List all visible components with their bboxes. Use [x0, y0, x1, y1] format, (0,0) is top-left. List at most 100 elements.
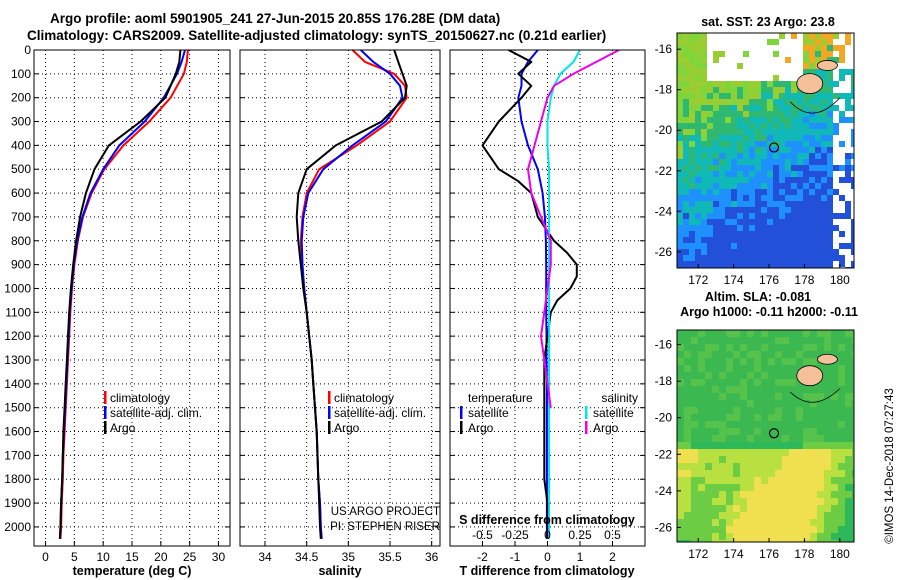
map-cell [782, 407, 789, 414]
map-cell [845, 386, 852, 393]
map-cell [845, 153, 851, 159]
map-cell [839, 45, 845, 51]
map-cell [754, 365, 761, 372]
map-cell [845, 435, 852, 442]
map-cell [782, 428, 789, 435]
map-cell [768, 477, 775, 484]
map-cell [810, 428, 817, 435]
map-cell [705, 512, 712, 519]
map-cell [803, 261, 809, 267]
map-cell [815, 243, 821, 249]
map-cell [852, 519, 854, 526]
map-cell [779, 243, 785, 249]
map-cell [791, 159, 797, 165]
map-cell [713, 51, 719, 57]
map-cell [761, 99, 767, 105]
map-cell [743, 81, 749, 87]
map-cell [713, 243, 719, 249]
map-cell [701, 105, 707, 111]
map-cell [701, 75, 707, 81]
map-cell [796, 365, 803, 372]
map-cell [767, 213, 773, 219]
map-cell [779, 123, 785, 129]
map-cell [789, 512, 796, 519]
map-x-tick-label: 180 [830, 273, 850, 287]
map-cell [726, 505, 733, 512]
map-cell [733, 505, 740, 512]
map-cell [827, 249, 833, 255]
map-cell [803, 421, 810, 428]
map-cell [701, 111, 707, 117]
map-cell [701, 225, 707, 231]
map-cell [761, 456, 768, 463]
map-cell [747, 540, 754, 542]
map-cell [761, 372, 768, 379]
map-cell [789, 386, 796, 393]
map-cell [677, 219, 683, 225]
map-cell [779, 99, 785, 105]
map-cell [767, 195, 773, 201]
map-cell [775, 498, 782, 505]
map-cell [824, 470, 831, 477]
map-cell [698, 470, 705, 477]
map-cell [755, 81, 761, 87]
map-cell [791, 129, 797, 135]
map-cell [695, 129, 701, 135]
map-cell [684, 505, 691, 512]
map-cell [743, 135, 749, 141]
map-cell [725, 111, 731, 117]
map-cell [827, 261, 833, 267]
map-cell [797, 147, 803, 153]
map-cell [803, 225, 809, 231]
map-cell [743, 153, 749, 159]
map-cell [743, 189, 749, 195]
map-cell [773, 147, 779, 153]
map-cell [773, 159, 779, 165]
y-tick-label: 0 [24, 43, 31, 57]
series-line-argo [295, 50, 408, 539]
map-cell [785, 225, 791, 231]
map-cell [821, 171, 827, 177]
map-cell [809, 33, 815, 39]
map-cell [726, 435, 733, 442]
map-cell [809, 261, 815, 267]
map-cell [851, 261, 854, 267]
map-cell [683, 165, 689, 171]
map-cell [782, 512, 789, 519]
map-cell [740, 414, 747, 421]
map-cell [803, 63, 809, 69]
map-cell [683, 231, 689, 237]
map-cell [817, 365, 824, 372]
map-cell [845, 519, 852, 526]
map-cell [712, 344, 719, 351]
map-cell [755, 117, 761, 123]
map-cell [831, 393, 838, 400]
map-cell [845, 207, 851, 213]
map-cell [691, 386, 698, 393]
map-cell [782, 421, 789, 428]
map-cell [773, 225, 779, 231]
map-cell [782, 463, 789, 470]
map-cell [677, 63, 683, 69]
map-cell [761, 449, 768, 456]
map-cell [683, 219, 689, 225]
map-cell [749, 147, 755, 153]
map-cell [719, 379, 726, 386]
map-cell [684, 477, 691, 484]
map-cell [754, 351, 761, 358]
map-cell [713, 213, 719, 219]
map-cell [779, 135, 785, 141]
map-cell [768, 463, 775, 470]
map-cell [809, 129, 815, 135]
map-cell [761, 491, 768, 498]
map-cell [740, 505, 747, 512]
map-cell [684, 330, 691, 337]
map-cell [775, 449, 782, 456]
map-cell [701, 219, 707, 225]
map-cell [701, 261, 707, 267]
map-cell [845, 540, 852, 542]
map-cell [767, 171, 773, 177]
map-cell [719, 129, 725, 135]
map-cell [712, 484, 719, 491]
map-cell [782, 372, 789, 379]
